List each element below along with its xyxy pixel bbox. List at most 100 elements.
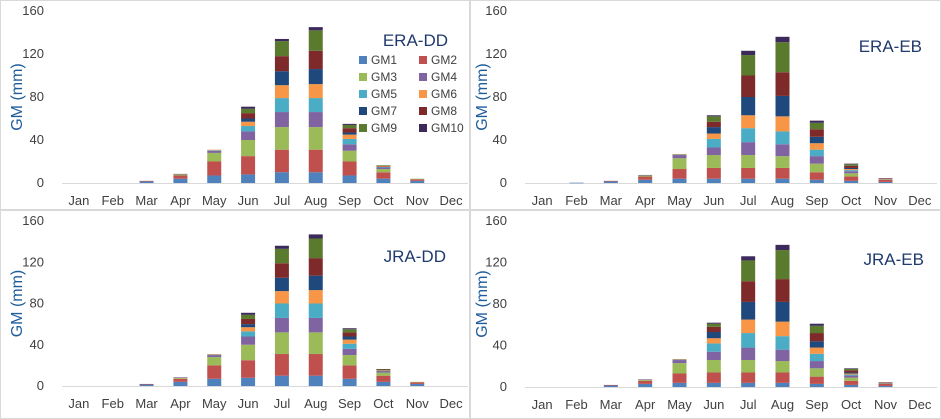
bar-segment-gm7 <box>809 136 824 144</box>
bar-segment-gm1 <box>274 172 289 183</box>
bar-segment-gm10 <box>241 106 256 109</box>
bar-segment-gm5 <box>308 303 323 318</box>
x-tick-label: Apr <box>635 193 656 208</box>
x-tick-label: Jun <box>238 193 259 208</box>
x-tick-label: Mar <box>135 193 158 208</box>
y-tick-label: 0 <box>500 175 507 190</box>
panel-era-eb: 0 40 80 120 160 GM (mm) ERA-EB Jan Feb Mar Apr May J… <box>470 0 941 210</box>
bar-segment-gm5 <box>672 154 687 156</box>
bar-segment-gm9 <box>274 41 289 57</box>
bar-segment-gm4 <box>878 382 893 384</box>
x-tick-label: Dec <box>908 397 932 412</box>
bar-segment-gm2 <box>342 161 357 176</box>
bar-segment-gm9 <box>775 42 790 73</box>
panel-frame <box>470 0 941 210</box>
bar-segment-gm1 <box>410 383 425 386</box>
bar-segment-gm2 <box>274 354 289 376</box>
bar-segment-gm9 <box>809 325 824 334</box>
bar-segment-gm3 <box>638 175 653 177</box>
bar-segment-gm3 <box>741 155 756 168</box>
y-tick-label: 120 <box>485 255 507 270</box>
bar-segment-gm3 <box>878 383 893 384</box>
legend: GM1 GM2 GM3 GM4 GM5 GM6 GM7 GM8 GM9 GM10 <box>359 53 464 135</box>
bar-segment-gm1 <box>173 178 188 183</box>
bar-segment-gm4 <box>376 371 391 373</box>
bar-segment-gm5 <box>706 138 721 148</box>
bar-segment-gm6 <box>844 373 859 375</box>
bar-segment-gm2 <box>139 180 154 182</box>
bar-segment-gm10 <box>342 328 357 330</box>
legend-swatch-gm10 <box>419 124 427 132</box>
bar-segment-gm5 <box>308 98 323 113</box>
bar-segment-gm9 <box>741 260 756 282</box>
bar-segment-gm5 <box>844 374 859 376</box>
bar-segment-gm3 <box>706 155 721 168</box>
bar-segment-gm1 <box>878 181 893 183</box>
bar-segment-gm3 <box>809 368 824 377</box>
bar-segment-gm8 <box>241 113 256 119</box>
bar-segment-gm7 <box>844 167 859 170</box>
bar-segment-gm10 <box>775 36 790 43</box>
legend-swatch-gm6 <box>419 90 427 98</box>
x-tick-label: Jun <box>703 193 724 208</box>
bar-segment-gm1 <box>878 385 893 387</box>
x-tick-label: Apr <box>635 397 656 412</box>
bar-segment-gm1 <box>308 375 323 386</box>
x-tick-label: Sep <box>805 193 828 208</box>
bar-segment-gm2 <box>308 149 323 173</box>
bar-segment-gm7 <box>308 69 323 85</box>
y-tick-label: 80 <box>30 89 44 104</box>
legend-label-gm4: GM4 <box>431 70 457 84</box>
bar-segment-gm4 <box>207 355 222 358</box>
legend-swatch-gm7 <box>359 107 367 115</box>
legend-label-gm8: GM8 <box>431 104 457 118</box>
bar-segment-gm6 <box>809 347 824 354</box>
y-tick-label: 160 <box>22 213 44 228</box>
bar-segment-gm2 <box>207 161 222 176</box>
x-tick-label: Feb <box>565 193 587 208</box>
legend-label-gm2: GM2 <box>431 53 457 67</box>
y-tick-label: 160 <box>485 213 507 228</box>
bar-segment-gm1 <box>410 180 425 183</box>
bar-segment-gm1 <box>173 381 188 386</box>
bar-segment-gm5 <box>207 354 222 356</box>
x-tick-label: Apr <box>170 193 191 208</box>
bar-segment-gm3 <box>706 360 721 373</box>
panel-title: ERA-EB <box>859 37 922 56</box>
bar-segment-gm4 <box>638 174 653 176</box>
bar-segment-gm7 <box>741 301 756 320</box>
bar-segment-gm1 <box>376 178 391 183</box>
bar-segment-gm9 <box>741 55 756 76</box>
x-tick-label: Sep <box>805 397 828 412</box>
bar-segment-gm5 <box>706 343 721 352</box>
bar-segment-gm8 <box>775 279 790 302</box>
bar-segment-gm3 <box>809 163 824 173</box>
bar-segment-gm4 <box>274 112 289 128</box>
x-tick-label: Mar <box>135 396 158 411</box>
bar-segment-gm3 <box>741 360 756 373</box>
bar-segment-gm1 <box>569 182 584 184</box>
bar-segment-gm2 <box>173 175 188 179</box>
bar-segment-gm7 <box>241 118 256 122</box>
legend-label-gm9: GM9 <box>371 121 397 135</box>
x-tick-label: Nov <box>406 396 430 411</box>
bar-segment-gm8 <box>376 165 391 167</box>
bar-segment-gm2 <box>638 380 653 384</box>
legend-label-gm3: GM3 <box>371 70 397 84</box>
x-tick-label: May <box>667 397 692 412</box>
bar-segment-gm1 <box>342 175 357 183</box>
bar-segment-gm9 <box>775 250 790 280</box>
bar-segment-gm4 <box>638 379 653 380</box>
bar-segment-gm2 <box>274 149 289 173</box>
bar-segment-gm5 <box>672 359 687 361</box>
bar-segment-gm8 <box>809 333 824 342</box>
bar-segment-gm5 <box>809 149 824 157</box>
bar-segment-gm2 <box>809 376 824 384</box>
bar-segment-gm2 <box>410 179 425 181</box>
y-axis-label: GM (mm) <box>9 270 26 338</box>
x-tick-label: Mar <box>600 193 623 208</box>
bar-segment-gm9 <box>376 165 391 166</box>
bar-segment-gm3 <box>775 361 790 373</box>
x-tick-label: Jun <box>703 397 724 412</box>
bar-segment-gm3 <box>342 150 357 162</box>
